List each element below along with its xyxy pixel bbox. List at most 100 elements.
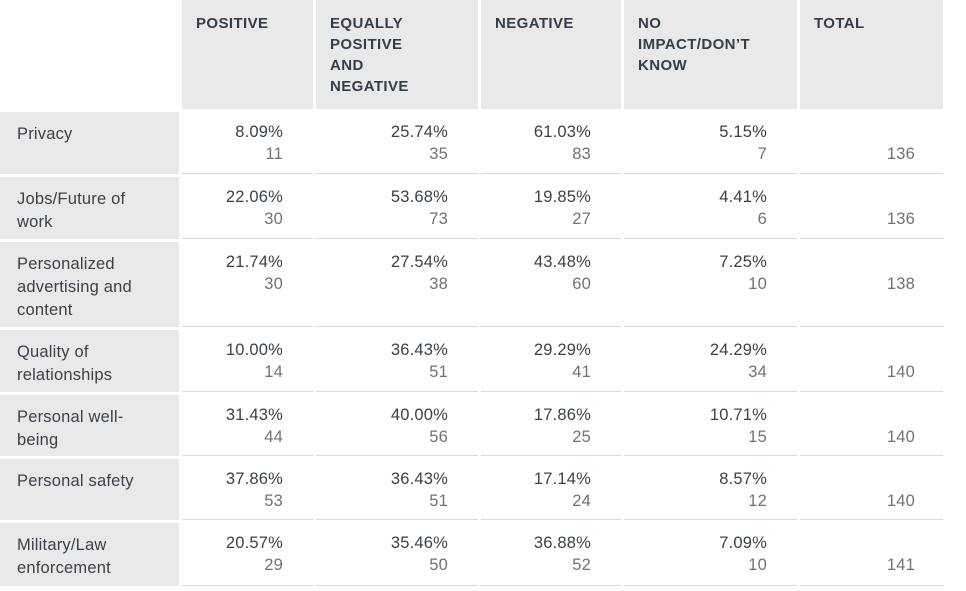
cell-safety-equally: 36.43% 51 [316, 459, 478, 520]
cell-jobs-equally: 53.68% 73 [316, 177, 478, 239]
percent-value: 17.14% [533, 470, 591, 488]
column-header-positive: POSITIVE [182, 0, 313, 109]
count-value: 11 [265, 145, 283, 163]
column-header-negative: NEGATIVE [481, 0, 621, 109]
cell-quality-negative: 29.29% 41 [481, 330, 621, 392]
row-label-privacy: Privacy [0, 112, 179, 174]
cell-privacy-no-impact: 5.15% 7 [624, 112, 797, 174]
count-value: 60 [572, 275, 591, 293]
cell-quality-positive: 10.00% 14 [182, 330, 313, 392]
cell-wellbeing-negative: 17.86% 25 [481, 395, 621, 456]
column-header-equally-positive-and-negative: EQUALLY POSITIVE AND NEGATIVE [316, 0, 478, 109]
row-label-jobs-future-of-work: Jobs/Future of work [0, 177, 179, 239]
count-value: 52 [572, 556, 591, 574]
cell-military-total: 141 [800, 523, 943, 586]
percent-value: 8.57% [719, 470, 767, 488]
cell-quality-total: 140 [800, 330, 943, 392]
count-value: 51 [429, 492, 448, 510]
percent-value: 10.00% [225, 341, 283, 359]
cell-safety-total: 140 [800, 459, 943, 520]
column-header-label: TOTAL [814, 15, 865, 32]
count-value: 27 [572, 210, 591, 228]
percent-value: 20.57% [225, 534, 283, 552]
count-value: 51 [429, 363, 448, 381]
count-value: 25 [572, 428, 591, 446]
count-value: 10 [748, 275, 767, 293]
column-header-label: NO IMPACT/DON’T KNOW [638, 15, 751, 74]
percent-value: 31.43% [225, 406, 283, 424]
cell-personalized-equally: 27.54% 38 [316, 242, 478, 327]
count-value: 34 [748, 363, 767, 381]
count-value: 10 [748, 556, 767, 574]
count-value: 73 [429, 210, 448, 228]
count-value: 83 [572, 145, 591, 163]
count-value: 24 [572, 492, 591, 510]
column-header-label: EQUALLY POSITIVE AND NEGATIVE [330, 15, 409, 95]
percent-value: 7.25% [719, 253, 767, 271]
cell-jobs-no-impact: 4.41% 6 [624, 177, 797, 239]
percent-value: 19.85% [533, 188, 591, 206]
percent-value: 10.71% [709, 406, 767, 424]
cell-military-negative: 36.88% 52 [481, 523, 621, 586]
percent-value: 25.74% [390, 123, 448, 141]
count-value: 6 [757, 210, 767, 228]
count-value: 30 [264, 275, 283, 293]
percent-value: 36.43% [390, 470, 448, 488]
count-value: 56 [429, 428, 448, 446]
row-label-personal-well-being: Personal well-being [0, 395, 179, 456]
cell-jobs-total: 136 [800, 177, 943, 239]
percent-value: 8.09% [235, 123, 283, 141]
cell-privacy-equally: 25.74% 35 [316, 112, 478, 174]
row-label-military-law-enforcement: Military/Law enforcement [0, 523, 179, 586]
cell-personalized-no-impact: 7.25% 10 [624, 242, 797, 327]
cell-wellbeing-no-impact: 10.71% 15 [624, 395, 797, 456]
count-value: 53 [264, 492, 283, 510]
percent-value: 61.03% [533, 123, 591, 141]
percent-value: 53.68% [390, 188, 448, 206]
percent-value: 21.74% [225, 253, 283, 271]
row-label-quality-of-relationships: Quality of relationships [0, 330, 179, 392]
cell-quality-no-impact: 24.29% 34 [624, 330, 797, 392]
count-value: 29 [264, 556, 283, 574]
row-label-personalized-advertising: Personalized advertising and content [0, 242, 179, 327]
count-value: 15 [748, 428, 767, 446]
percent-value: 40.00% [390, 406, 448, 424]
row-label-personal-safety: Personal safety [0, 459, 179, 520]
count-value: 12 [748, 492, 767, 510]
percent-value: 36.88% [533, 534, 591, 552]
count-value: 38 [429, 275, 448, 293]
cell-privacy-positive: 8.09% 11 [182, 112, 313, 174]
percent-value: 24.29% [709, 341, 767, 359]
cell-safety-positive: 37.86% 53 [182, 459, 313, 520]
count-value: 30 [264, 210, 283, 228]
percent-value: 43.48% [533, 253, 591, 271]
cell-military-positive: 20.57% 29 [182, 523, 313, 586]
cell-safety-no-impact: 8.57% 12 [624, 459, 797, 520]
column-header-label: NEGATIVE [495, 15, 574, 32]
cell-wellbeing-total: 140 [800, 395, 943, 456]
cell-privacy-total: 136 [800, 112, 943, 174]
cell-personalized-positive: 21.74% 30 [182, 242, 313, 327]
cell-privacy-negative: 61.03% 83 [481, 112, 621, 174]
cell-personalized-negative: 43.48% 60 [481, 242, 621, 327]
cell-wellbeing-equally: 40.00% 56 [316, 395, 478, 456]
cell-personalized-total: 138 [800, 242, 943, 327]
column-header-no-impact-dont-know: NO IMPACT/DON’T KNOW [624, 0, 797, 109]
count-value: 50 [429, 556, 448, 574]
percent-value: 29.29% [533, 341, 591, 359]
cell-wellbeing-positive: 31.43% 44 [182, 395, 313, 456]
column-header-label: POSITIVE [196, 15, 269, 32]
cell-jobs-positive: 22.06% 30 [182, 177, 313, 239]
percent-value: 17.86% [533, 406, 591, 424]
percent-value: 7.09% [719, 534, 767, 552]
column-header-total: TOTAL [800, 0, 943, 109]
percent-value: 27.54% [390, 253, 448, 271]
header-corner-cell [0, 0, 179, 109]
count-value: 7 [757, 145, 767, 163]
percent-value: 35.46% [390, 534, 448, 552]
percent-value: 36.43% [390, 341, 448, 359]
cell-safety-negative: 17.14% 24 [481, 459, 621, 520]
count-value: 41 [572, 363, 591, 381]
cell-quality-equally: 36.43% 51 [316, 330, 478, 392]
